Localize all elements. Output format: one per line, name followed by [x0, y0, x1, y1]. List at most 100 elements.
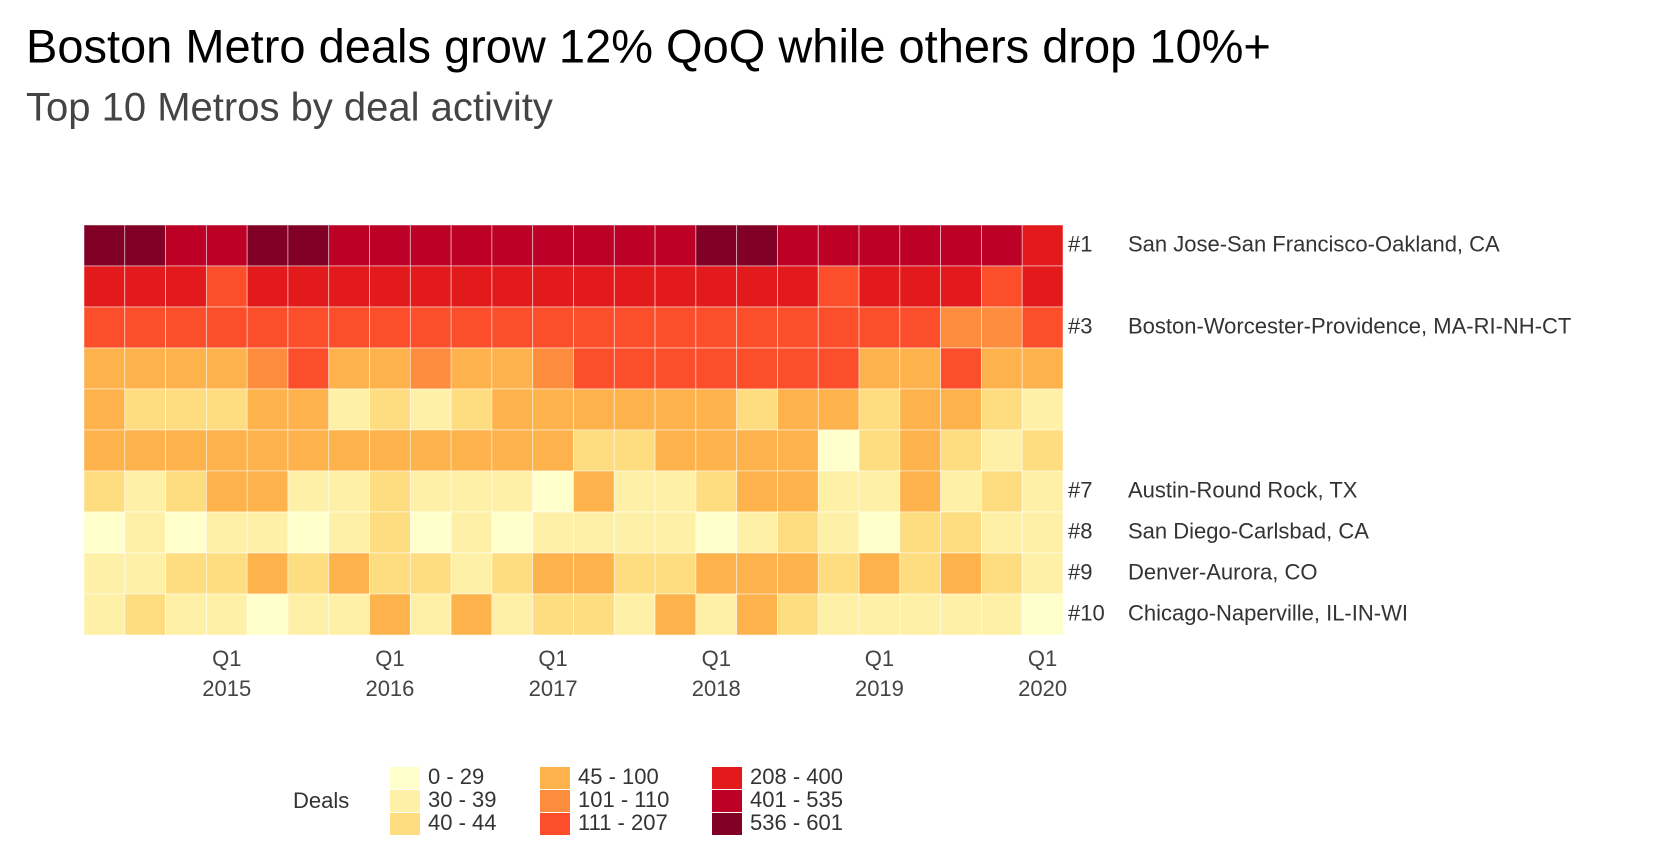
heat-cell — [165, 593, 207, 636]
chart-title: Boston Metro deals grow 12% QoQ while ot… — [26, 19, 1271, 72]
heat-cell — [205, 470, 248, 513]
heat-cell — [205, 306, 248, 349]
heat-cell — [613, 347, 656, 390]
row-label: San Diego-Carlsbad, CA — [1128, 518, 1369, 543]
heat-cell — [83, 552, 126, 595]
heat-cell — [328, 593, 370, 636]
heat-cell — [573, 265, 615, 308]
heat-cell — [899, 593, 942, 636]
heat-cell — [981, 552, 1023, 595]
legend-swatch — [712, 767, 742, 789]
heat-cell — [287, 388, 330, 431]
heat-cell — [817, 265, 860, 308]
heat-cell — [409, 470, 452, 513]
heat-cell — [287, 429, 330, 472]
heat-cell — [777, 552, 819, 595]
heat-cell — [817, 306, 860, 349]
heat-cell — [817, 388, 860, 431]
heat-cell — [491, 470, 534, 513]
heat-cell — [532, 265, 574, 308]
heat-cell — [777, 470, 819, 513]
heat-cell — [573, 511, 615, 554]
heat-cell — [124, 388, 166, 431]
heat-cell — [777, 306, 819, 349]
heat-cell — [981, 347, 1023, 390]
heat-cell — [613, 224, 656, 267]
heat-cell — [287, 552, 330, 595]
heat-cell — [613, 552, 656, 595]
heat-cell — [124, 347, 166, 390]
heat-cell — [899, 470, 942, 513]
heat-cell — [205, 511, 248, 554]
heat-cell — [695, 347, 738, 390]
heat-cell — [654, 511, 697, 554]
heat-cell — [328, 429, 370, 472]
legend-label: 101 - 110 — [578, 787, 669, 812]
legend-label: 401 - 535 — [750, 787, 843, 812]
heat-cell — [450, 224, 493, 267]
heat-cell — [532, 511, 574, 554]
legend-swatch — [712, 813, 742, 835]
heat-cell — [573, 347, 615, 390]
heat-cell — [940, 306, 982, 349]
heat-cell — [695, 306, 738, 349]
heat-cell — [981, 388, 1023, 431]
heat-cell — [369, 552, 411, 595]
heat-cell — [369, 593, 411, 636]
heat-cell — [981, 224, 1023, 267]
legend-swatch — [712, 790, 742, 812]
row-rank: #3 — [1068, 313, 1092, 338]
heat-cell — [654, 224, 697, 267]
legend-label: 40 - 44 — [428, 810, 497, 835]
heat-cell — [1021, 593, 1064, 636]
heat-cell — [981, 511, 1023, 554]
heat-cell — [777, 347, 819, 390]
heat-cell — [246, 470, 289, 513]
heat-cell — [83, 470, 126, 513]
heat-cell — [695, 429, 738, 472]
heat-cell — [940, 347, 982, 390]
heat-cell — [858, 552, 901, 595]
heat-cell — [491, 224, 534, 267]
heat-cell — [777, 388, 819, 431]
heat-cell — [409, 265, 452, 308]
heat-cell — [246, 429, 289, 472]
legend-label: 536 - 601 — [750, 810, 843, 835]
heat-cell — [287, 470, 330, 513]
heat-cell — [287, 347, 330, 390]
heat-cell — [328, 511, 370, 554]
heat-cell — [899, 347, 942, 390]
row-label: Chicago-Naperville, IL-IN-WI — [1128, 600, 1408, 625]
heat-cell — [858, 593, 901, 636]
x-tick-label: Q1 2015 — [202, 646, 251, 701]
heat-cell — [777, 429, 819, 472]
heat-cell — [450, 470, 493, 513]
heat-cell — [981, 429, 1023, 472]
heat-cell — [899, 552, 942, 595]
x-tick-label: Q1 2019 — [855, 646, 904, 701]
heat-cell — [409, 306, 452, 349]
heat-cell — [777, 224, 819, 267]
legend-swatch — [390, 767, 420, 789]
heat-cell — [205, 224, 248, 267]
heat-cell — [491, 306, 534, 349]
heat-cell — [899, 388, 942, 431]
row-rank: #7 — [1068, 477, 1092, 502]
heat-cell — [409, 511, 452, 554]
heat-cell — [246, 265, 289, 308]
heat-cell — [532, 552, 574, 595]
heat-cell — [1021, 224, 1064, 267]
heat-cell — [246, 306, 289, 349]
heat-cell — [858, 306, 901, 349]
legend-label: 30 - 39 — [428, 787, 497, 812]
heat-cell — [940, 265, 982, 308]
heat-cell — [613, 511, 656, 554]
heat-cell — [205, 552, 248, 595]
heat-cell — [165, 552, 207, 595]
heat-cell — [532, 224, 574, 267]
heat-cell — [573, 470, 615, 513]
heat-cell — [1021, 265, 1064, 308]
heat-cell — [409, 552, 452, 595]
legend-label: 0 - 29 — [428, 764, 484, 789]
